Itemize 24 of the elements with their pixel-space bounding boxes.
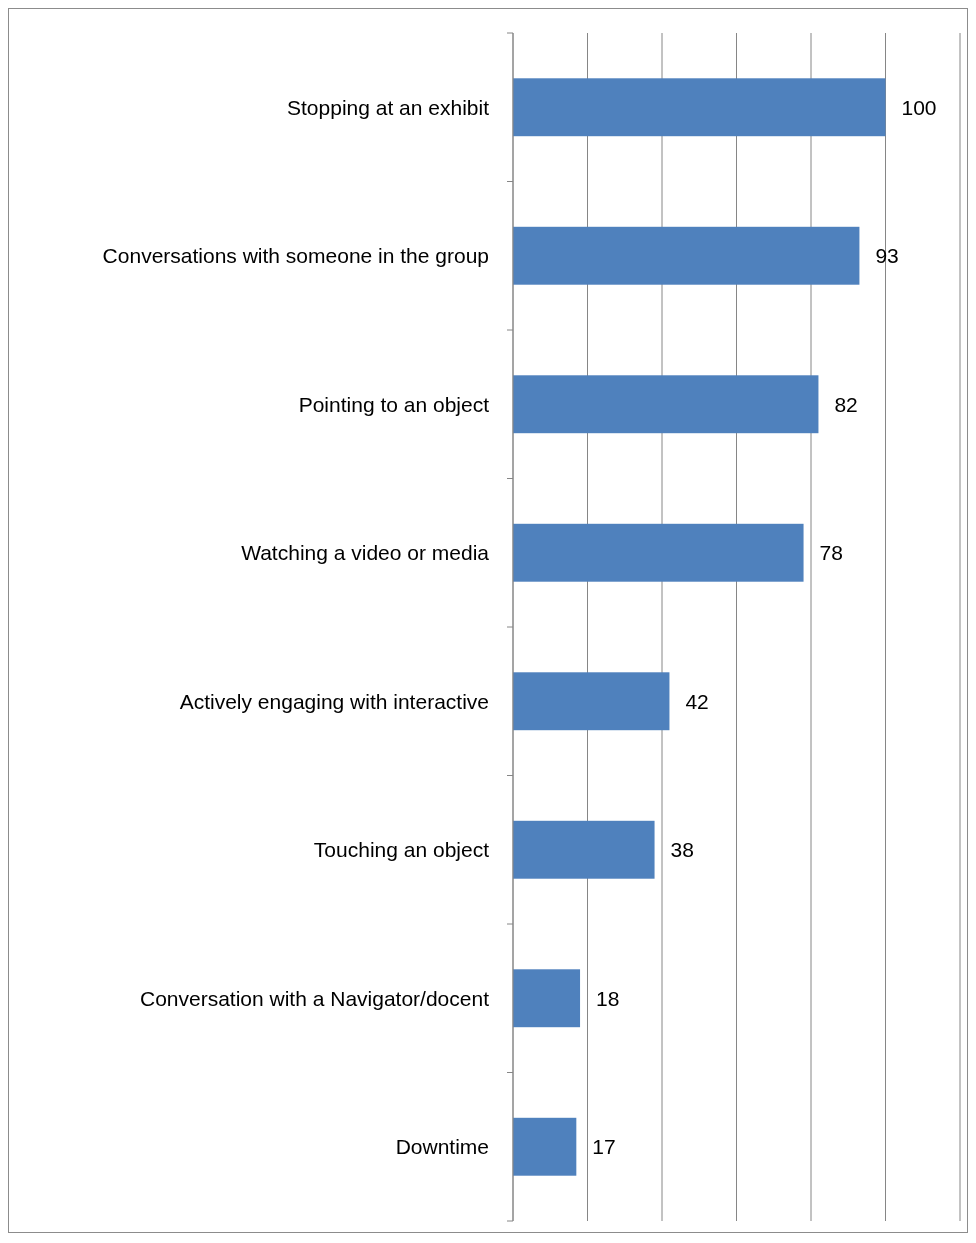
bar [513,820,655,879]
data-label: 38 [670,838,694,862]
bar [513,78,886,137]
y-tick-label: Downtime [395,1135,489,1159]
bar [513,523,804,582]
y-tick-label: Touching an object [313,838,490,862]
bar [513,1117,577,1176]
data-label: 17 [592,1135,616,1159]
y-tick-label: Actively engaging with interactive [179,689,489,713]
y-tick-label: Conversations with someone in the group [102,244,489,268]
y-tick-label: Watching a video or media [241,541,490,565]
bar [513,969,581,1028]
bar [513,375,819,434]
data-label: 42 [685,689,709,713]
y-tick-label: Stopping at an exhibit [287,95,490,119]
data-label: 78 [819,541,843,565]
bar [513,226,860,285]
data-label: 82 [834,392,858,416]
bar [513,672,670,731]
y-tick-label: Pointing to an object [298,392,490,416]
data-label: 93 [875,244,899,268]
data-label: 18 [596,986,620,1010]
y-tick-label: Conversation with a Navigator/docent [139,986,490,1010]
data-label: 100 [901,95,937,119]
